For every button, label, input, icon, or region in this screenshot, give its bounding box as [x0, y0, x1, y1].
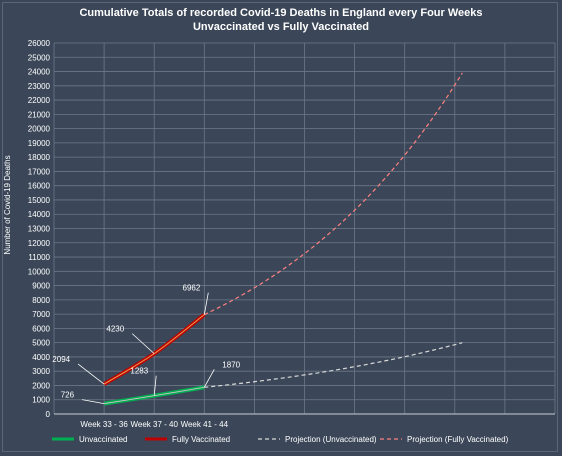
y-tick-label: 10000: [28, 267, 51, 276]
fully-vaccinated-data-label: 4230: [106, 325, 124, 334]
y-tick-label: 25000: [28, 53, 51, 62]
y-tick-label: 5000: [32, 339, 50, 348]
legend-fully-vaccinated-label: Fully Vaccinated: [172, 435, 230, 444]
projection-fully-vaccinated-line: [204, 72, 463, 316]
projection-unvaccinated-line: [204, 342, 463, 388]
y-tick-label: 15000: [28, 196, 51, 205]
y-tick-label: 18000: [28, 153, 51, 162]
y-tick-label: 23000: [28, 82, 51, 91]
data-label-leader: [203, 292, 209, 315]
data-label-leader: [203, 369, 215, 388]
chart-title: Cumulative Totals of recorded Covid-19 D…: [79, 7, 483, 19]
y-tick-label: 16000: [28, 182, 51, 191]
y-tick-label: 6000: [32, 324, 50, 333]
y-tick-label: 11000: [28, 253, 50, 262]
y-tick-label: 26000: [28, 39, 51, 48]
fully-vaccinated-data-label: 2094: [52, 355, 70, 364]
fully-vaccinated-data-label: 6962: [183, 284, 201, 293]
data-label-leader: [153, 375, 157, 396]
y-tick-label: 1000: [32, 396, 50, 405]
data-label-leader: [82, 399, 105, 405]
x-tick-label: Week 41 - 44: [181, 420, 229, 429]
y-tick-label: 4000: [32, 353, 50, 362]
unvaccinated-data-label: 1870: [222, 360, 240, 369]
y-tick-label: 13000: [28, 225, 51, 234]
data-label-leader: [131, 333, 155, 354]
y-tick-label: 20000: [28, 125, 51, 134]
y-tick-label: 21000: [28, 110, 51, 119]
chart-frame: [2, 2, 558, 452]
y-tick-label: 0: [46, 410, 51, 419]
y-tick-label: 17000: [28, 167, 51, 176]
y-tick-label: 12000: [28, 239, 51, 248]
y-tick-label: 14000: [28, 210, 51, 219]
legend-projection-fully-vaccinated-label: Projection (Fully Vaccinated): [407, 435, 509, 444]
y-tick-label: 19000: [28, 139, 51, 148]
unvaccinated-trend-line: [104, 386, 205, 405]
y-tick-label: 22000: [28, 96, 51, 105]
x-tick-label: Week 37 - 40: [130, 420, 178, 429]
y-tick-label: 2000: [32, 381, 50, 390]
unvaccinated-data-label: 726: [61, 391, 75, 400]
unvaccinated-data-label: 1283: [130, 367, 148, 376]
y-tick-label: 8000: [32, 296, 50, 305]
x-tick-label: Week 33 - 36: [80, 420, 128, 429]
y-tick-label: 24000: [28, 68, 51, 77]
legend-unvaccinated-label: Unvaccinated: [79, 435, 127, 444]
y-tick-label: 9000: [32, 282, 50, 291]
legend-projection-unvaccinated-label: Projection (Unvaccinated): [285, 435, 377, 444]
chart-subtitle: Unvaccinated vs Fully Vaccinated: [192, 21, 370, 33]
y-tick-label: 3000: [32, 367, 50, 376]
data-label-leader: [77, 363, 105, 385]
y-tick-label: 7000: [32, 310, 50, 319]
